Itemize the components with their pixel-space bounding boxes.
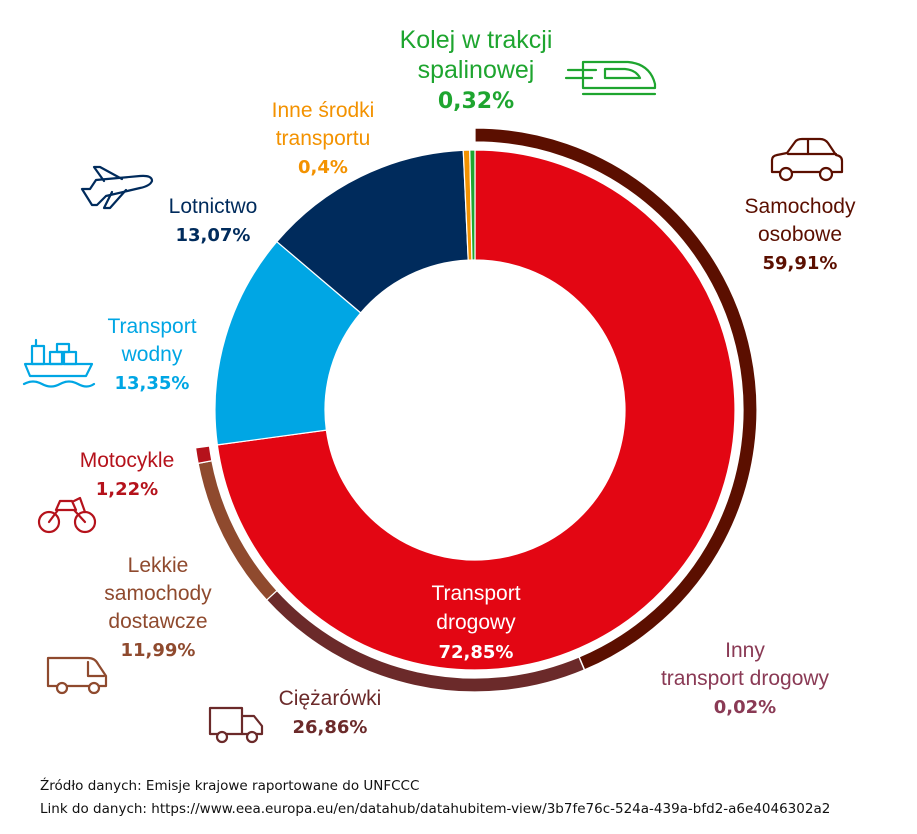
value-inne-srodki-transportu: 0,4% bbox=[298, 157, 348, 178]
label-inne-srodki-transportu-line-1: Inne środki bbox=[272, 99, 375, 122]
label-inny-transport-drogowy-line-1: Inny bbox=[725, 639, 765, 662]
label-lekkie-samochody-dostawcze-line-3: dostawcze bbox=[108, 610, 207, 633]
label-inny-transport-drogowy-line-2: transport drogowy bbox=[661, 667, 830, 690]
value-kolej-w-trakcji-spalinowej: 0,32% bbox=[438, 89, 514, 114]
value-transport-drogowy: 72,85% bbox=[439, 642, 514, 663]
value-lotnictwo: 13,07% bbox=[176, 225, 251, 246]
outer-slice-motocykle bbox=[194, 445, 213, 465]
label-lotnictwo-line-1: Lotnictwo bbox=[169, 195, 258, 218]
label-motocykle-line-1: Motocykle bbox=[80, 449, 175, 472]
label-transport-wodny-line-1: Transport bbox=[107, 315, 196, 338]
van-icon bbox=[46, 656, 108, 695]
slice-labels: Transport drogowy 72,85% Transport wodny 13,3… bbox=[80, 26, 856, 738]
value-samochody-osobowe: 59,91% bbox=[763, 253, 838, 274]
emissions-donut-chart: Transport drogowy 72,85% Transport wodny 13,3… bbox=[22, 26, 856, 744]
car-icon bbox=[770, 137, 844, 182]
label-kolej-w-trakcji-spalinowej-line-2: spalinowej bbox=[418, 56, 535, 84]
source-link: Link do danych: https://www.eea.europa.e… bbox=[40, 801, 831, 817]
label-lekkie-samochody-dostawcze-line-1: Lekkie bbox=[128, 554, 189, 577]
train-icon bbox=[564, 60, 657, 96]
truck-icon bbox=[208, 706, 264, 744]
label-lekkie-samochody-dostawcze-line-2: samochody bbox=[104, 582, 212, 605]
label-samochody-osobowe-line-1: Samochody bbox=[745, 195, 856, 218]
plane-icon bbox=[80, 165, 154, 210]
label-samochody-osobowe-line-2: osobowe bbox=[758, 223, 842, 246]
label-transport-drogowy-line-1: Transport bbox=[431, 582, 520, 605]
inner-slice-kolej-w-trakcji-spalinowej bbox=[469, 149, 476, 261]
source-note: Źródło danych: Emisje krajowe raportowan… bbox=[40, 778, 420, 794]
inner-ring bbox=[214, 149, 736, 671]
value-transport-wodny: 13,35% bbox=[115, 373, 190, 394]
value-motocykle: 1,22% bbox=[96, 479, 158, 500]
label-kolej-w-trakcji-spalinowej-line-1: Kolej w trakcji bbox=[400, 26, 553, 54]
label-inne-srodki-transportu-line-2: transportu bbox=[276, 127, 371, 150]
outer-ring bbox=[194, 127, 758, 693]
ship-icon bbox=[22, 338, 96, 388]
value-inny-transport-drogowy: 0,02% bbox=[714, 697, 776, 718]
label-ciezarowki-line-1: Ciężarówki bbox=[279, 687, 382, 710]
value-ciezarowki: 26,86% bbox=[293, 717, 368, 738]
inner-slice-transport-drogowy bbox=[216, 149, 736, 671]
value-lekkie-samochody-dostawcze: 11,99% bbox=[121, 640, 196, 661]
label-transport-wodny-line-2: wodny bbox=[121, 343, 183, 366]
motorcycle-icon bbox=[37, 496, 97, 534]
label-transport-drogowy-line-2: drogowy bbox=[436, 611, 516, 634]
